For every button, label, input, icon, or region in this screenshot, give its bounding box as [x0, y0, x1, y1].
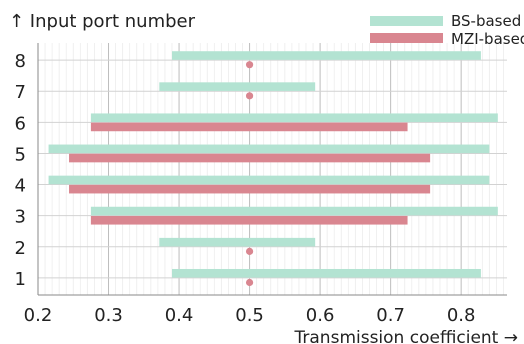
legend-label-mzi: MZI-based: [451, 30, 524, 48]
bar-bs-based-port-3: [90, 206, 498, 216]
y-axis-title: ↑ Input port number: [9, 11, 196, 32]
x-tick-label: 0.4: [165, 305, 194, 326]
bar-mzi-based-port-4: [69, 184, 431, 194]
range-bars: [48, 51, 498, 287]
x-tick-label: 0.7: [376, 305, 405, 326]
dot-mzi-based-port-1: [245, 278, 254, 287]
y-tick-label: 1: [15, 269, 26, 290]
bar-bs-based-port-2: [159, 237, 316, 247]
bar-mzi-based-port-6: [90, 122, 408, 132]
x-tick-label: 0.2: [24, 305, 53, 326]
x-tick-label: 0.5: [235, 305, 264, 326]
y-tick-label: 6: [15, 113, 26, 134]
y-tick-label: 2: [15, 238, 26, 259]
bar-mzi-based-port-3: [90, 215, 408, 225]
axes: [37, 43, 507, 296]
y-tick-labels: 1 2 3 4 5 6 7 8: [15, 51, 26, 290]
grid-lines: [37, 43, 507, 295]
bar-bs-based-port-8: [172, 51, 481, 60]
bar-bs-based-port-1: [172, 268, 481, 278]
bar-mzi-based-port-5: [69, 153, 431, 163]
y-tick-label: 3: [15, 207, 26, 228]
x-tick-labels: 0.2 0.3 0.4 0.5 0.6 0.7 0.8: [24, 305, 476, 326]
legend-swatch-mzi: [370, 33, 443, 43]
y-tick-label: 7: [15, 82, 26, 103]
bar-bs-based-port-5: [48, 144, 490, 154]
dot-mzi-based-port-2: [245, 247, 254, 255]
y-tick-label: 5: [15, 144, 26, 165]
y-tick-label: 8: [15, 51, 26, 72]
bar-bs-based-port-7: [159, 82, 316, 91]
x-tick-label: 0.8: [447, 305, 476, 326]
x-tick-label: 0.3: [94, 305, 123, 326]
bar-bs-based-port-4: [48, 175, 490, 185]
bar-bs-based-port-6: [90, 113, 498, 123]
legend-label-bs: BS-based: [451, 12, 521, 30]
dot-mzi-based-port-8: [245, 61, 254, 69]
x-axis-title: Transmission coefficient →: [294, 328, 518, 344]
legend-swatch-bs: [370, 16, 443, 26]
y-tick-label: 4: [15, 176, 26, 197]
legend: BS-based MZI-based: [370, 12, 524, 48]
x-tick-label: 0.6: [306, 305, 335, 326]
dot-mzi-based-port-7: [245, 92, 254, 100]
